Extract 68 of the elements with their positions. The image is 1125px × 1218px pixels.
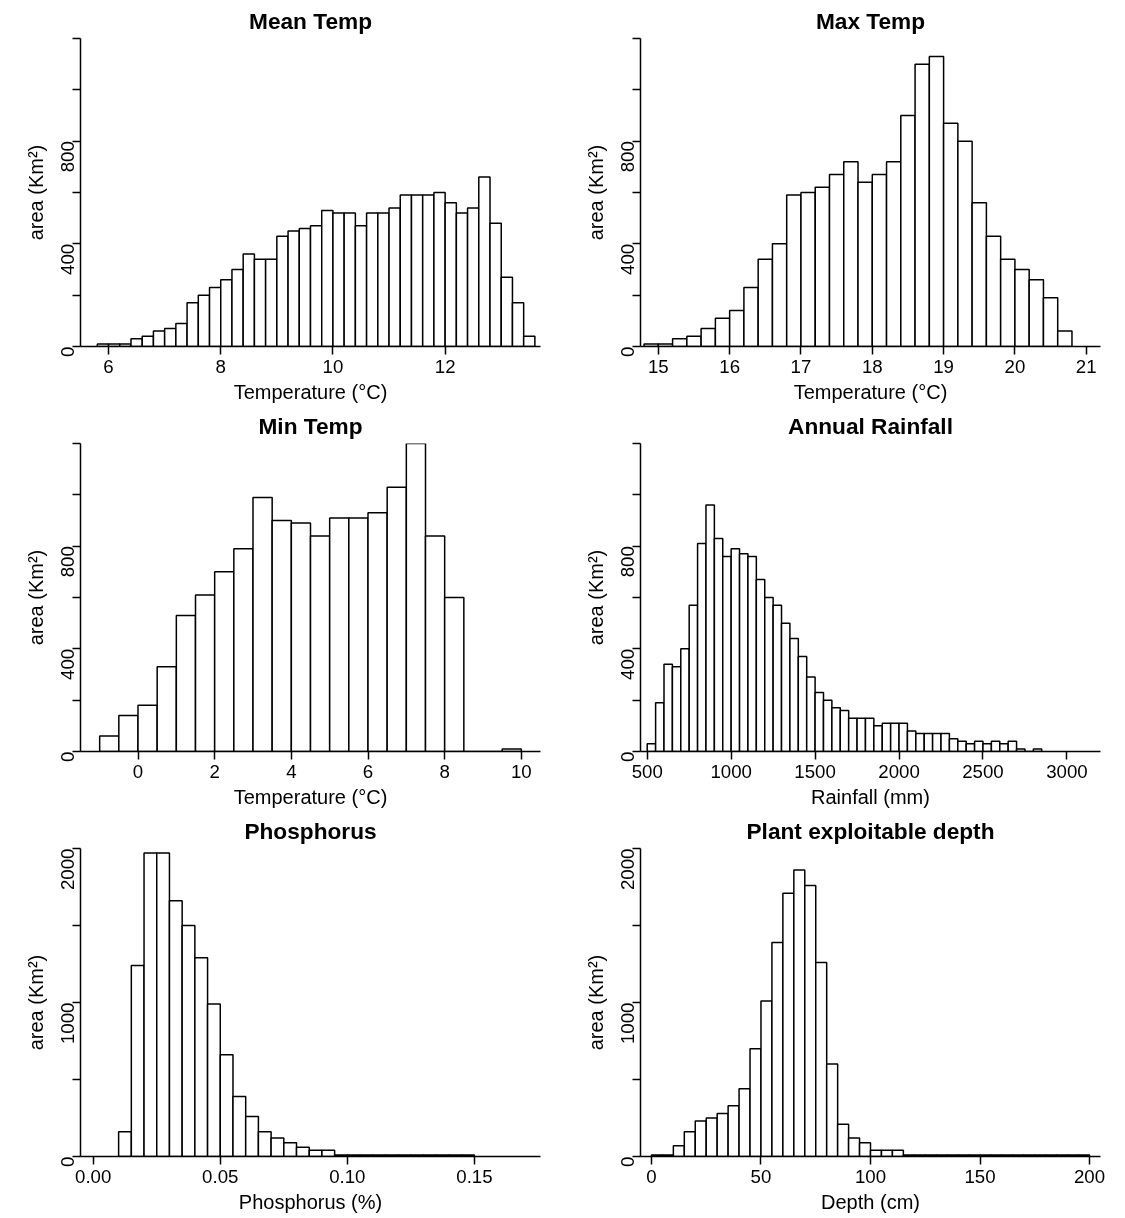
y-tick-label: 400: [57, 243, 78, 275]
y-tick-label: 800: [57, 546, 78, 578]
y-tick-label: 0: [617, 346, 638, 357]
y-tick-label: 2000: [57, 848, 78, 890]
x-tick-label: 0.00: [75, 1165, 112, 1187]
x-tick-label: 0.10: [329, 1165, 366, 1187]
y-tick-label: 800: [617, 546, 638, 578]
x-tick-label: 0: [646, 1165, 657, 1187]
x-axis-title: Temperature (°C): [233, 380, 388, 403]
x-tick-label: 1500: [794, 760, 836, 782]
y-axis-title: area (Km²): [584, 954, 607, 1051]
chart-title: Annual Rainfall: [788, 412, 953, 439]
chart-title: Max Temp: [815, 7, 926, 34]
x-tick-label: 1000: [710, 760, 752, 782]
y-tick-label: 0: [617, 751, 638, 762]
x-tick-label: 100: [854, 1165, 887, 1187]
y-tick-label: 400: [617, 243, 638, 275]
x-tick-label: 0: [132, 760, 144, 782]
x-tick-label: 19: [933, 355, 954, 377]
chart-title: Mean Temp: [249, 7, 372, 34]
x-tick-label: 500: [631, 760, 663, 782]
x-tick-label: 2000: [878, 760, 920, 782]
y-tick-label: 1000: [57, 1002, 78, 1044]
y-tick-label: 0: [57, 346, 78, 357]
y-axis-title: area (Km²): [584, 144, 607, 241]
x-tick-label: 200: [1073, 1165, 1106, 1187]
y-tick-label: 0: [57, 751, 78, 762]
x-tick-label: 2: [209, 760, 220, 782]
x-tick-label: 16: [719, 355, 741, 377]
x-tick-label: 2500: [962, 760, 1004, 782]
x-tick-label: 15: [647, 355, 669, 377]
x-tick-label: 20: [1004, 355, 1026, 377]
y-tick-label: 2000: [617, 848, 638, 890]
x-axis-title: Temperature (°C): [233, 785, 388, 808]
x-tick-label: 10: [322, 355, 344, 377]
x-tick-label: 50: [750, 1165, 772, 1187]
y-axis-title: area (Km²): [24, 954, 47, 1051]
x-tick-label: 0.05: [202, 1165, 239, 1187]
y-axis-title: area (Km²): [24, 144, 47, 241]
x-tick-label: 3000: [1046, 760, 1088, 782]
y-axis-title: area (Km²): [24, 549, 47, 646]
x-tick-label: 17: [790, 355, 812, 377]
x-tick-label: 6: [362, 760, 374, 782]
x-tick-label: 150: [964, 1165, 996, 1187]
chart-title: Plant exploitable depth: [746, 817, 995, 844]
y-tick-label: 400: [617, 648, 638, 680]
y-axis-title: area (Km²): [584, 549, 607, 646]
x-tick-label: 18: [861, 355, 883, 377]
x-tick-label: 8: [215, 355, 226, 377]
y-tick-label: 400: [57, 648, 78, 680]
y-tick-label: 800: [57, 141, 78, 173]
y-tick-label: 0: [617, 1156, 638, 1167]
x-tick-label: 21: [1075, 355, 1097, 377]
x-tick-label: 4: [286, 760, 297, 782]
x-axis-title: Rainfall (mm): [811, 785, 930, 808]
x-axis-title: Depth (cm): [821, 1190, 920, 1213]
x-axis-title: Phosphorus (%): [238, 1190, 383, 1213]
y-tick-label: 1000: [617, 1002, 638, 1044]
x-axis-title: Temperature (°C): [793, 380, 948, 403]
chart-title: Min Temp: [258, 412, 363, 439]
y-tick-label: 800: [617, 141, 638, 173]
x-tick-label: 12: [434, 355, 456, 377]
chart-title: Phosphorus: [244, 817, 377, 844]
x-tick-label: 10: [510, 760, 532, 782]
y-tick-label: 0: [57, 1156, 78, 1167]
x-tick-label: 8: [439, 760, 450, 782]
x-tick-label: 0.15: [456, 1165, 493, 1187]
x-tick-label: 6: [103, 355, 114, 377]
